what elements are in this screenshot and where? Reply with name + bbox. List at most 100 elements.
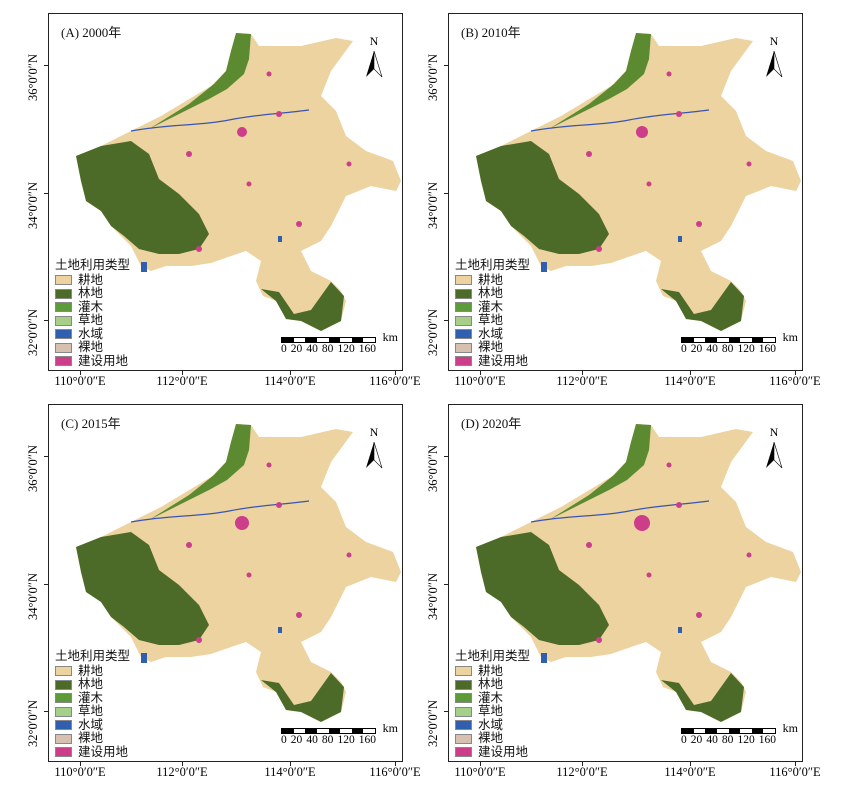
legend-label: 裸地: [78, 731, 104, 745]
legend-swatch: [455, 342, 472, 353]
scale-tick: 20: [690, 734, 703, 746]
lon-tick: [182, 762, 183, 766]
lon-label: 110°0′0″E: [54, 374, 106, 388]
reservoir: [541, 653, 547, 663]
legend-swatch: [55, 679, 72, 690]
lon-tick: [690, 371, 691, 375]
north-arrow-icon: [766, 50, 783, 78]
legend-item: 耕地: [55, 663, 130, 679]
legend-label: 裸地: [478, 340, 504, 354]
lon-label: 114°0′0″E: [664, 374, 716, 388]
legend-item: 裸地: [455, 731, 530, 746]
map-panel: (D) 2020年 N 土地利用类型 耕地 林地 灌木 草地 水域 裸地 建设用地 km 0…: [448, 404, 803, 762]
legend-swatch: [455, 356, 472, 367]
north-arrow: N: [764, 34, 784, 83]
lat-tick: [444, 584, 448, 585]
scale-tick: 40: [306, 734, 318, 746]
legend-swatch: [455, 302, 472, 313]
legend-swatch: [55, 706, 72, 717]
city: [676, 111, 682, 117]
lat-tick: [44, 456, 48, 457]
city-zhengzhou: [237, 127, 247, 137]
north-arrow-icon: [366, 50, 383, 78]
lat-tick: [44, 584, 48, 585]
forest-area-south: [261, 673, 344, 722]
lon-tick: [80, 762, 81, 766]
map-panel: (B) 2010年 N 土地利用类型 耕地 林地 灌木 草地 水域 裸地 建设用地 km 0…: [448, 13, 803, 371]
scale-tick: 120: [737, 343, 755, 355]
lon-tick: [395, 371, 396, 375]
province-cropland: [476, 33, 801, 331]
scale-tick: 120: [337, 734, 355, 746]
legend: 土地利用类型 耕地 林地 灌木 草地 水域 裸地 建设用地: [455, 649, 531, 759]
forest-area-west: [76, 141, 209, 254]
lat-label: 32°0′0″N: [26, 309, 40, 356]
legend-item: 灌木: [55, 691, 130, 706]
scale-tick: 40: [706, 343, 718, 355]
lon-label: 116°0′0″E: [369, 374, 421, 388]
scale-tick: 160: [758, 343, 776, 355]
north-label: N: [369, 425, 379, 439]
legend-item: 林地: [455, 677, 530, 692]
city: [186, 542, 192, 548]
panel-title: (B) 2010年: [461, 25, 521, 40]
lat-label: 34°0′0″N: [426, 182, 440, 229]
forest-area-west: [476, 532, 609, 645]
scale-tick: 80: [721, 734, 734, 746]
lon-label: 114°0′0″E: [264, 765, 316, 779]
legend-label: 水域: [78, 717, 104, 732]
city: [196, 246, 202, 252]
city: [246, 572, 252, 578]
legend-swatch: [455, 733, 472, 744]
north-arrow: N: [364, 34, 384, 83]
lon-label: 110°0′0″E: [54, 765, 106, 779]
scale-bar: km 0 20 40 80 120 160: [281, 721, 398, 746]
scale-unit: km: [382, 330, 398, 344]
reservoir: [278, 236, 282, 242]
city: [246, 181, 252, 187]
yellow-river: [530, 109, 710, 132]
scale-tick: 80: [321, 734, 334, 746]
legend-label: 耕地: [78, 663, 104, 678]
legend-label: 耕地: [478, 272, 504, 287]
legend-item: 林地: [55, 677, 130, 692]
scale-tick: 0: [281, 734, 287, 746]
lon-label: 114°0′0″E: [264, 374, 316, 388]
legend-item: 草地: [455, 313, 530, 328]
lat-label: 36°0′0″N: [426, 54, 440, 101]
legend-label: 耕地: [78, 272, 104, 287]
legend-title: 土地利用类型: [455, 649, 531, 663]
forest-area-north: [549, 424, 651, 520]
scale-tick: 40: [306, 343, 318, 355]
legend-item: 建设用地: [55, 354, 130, 369]
legend-swatch: [55, 288, 72, 299]
city: [276, 502, 282, 508]
lon-tick: [182, 371, 183, 375]
legend-swatch: [455, 706, 472, 717]
province-cropland: [76, 33, 401, 331]
legend-swatch: [55, 693, 72, 704]
city: [646, 181, 652, 187]
legend-label: 建设用地: [478, 353, 529, 368]
scale-tick: 0: [681, 734, 687, 746]
city: [296, 612, 302, 618]
city: [266, 71, 272, 77]
land-use-map: [76, 33, 401, 331]
lon-tick: [480, 762, 481, 766]
lat-tick: [44, 65, 48, 66]
legend-swatch: [455, 693, 472, 704]
lat-label: 34°0′0″N: [26, 182, 40, 229]
legend-swatch: [55, 275, 72, 286]
legend-label: 灌木: [78, 299, 104, 314]
legend-swatch: [55, 666, 72, 677]
forest-area-south: [661, 673, 744, 722]
province-cropland: [76, 424, 401, 722]
lon-tick: [690, 762, 691, 766]
forest-area-north: [549, 33, 651, 129]
lon-label: 112°0′0″E: [156, 765, 208, 779]
map-panel: (C) 2015年 N 土地利用类型 耕地 林地 灌木 草地 水域 裸地 建设用地 km 0…: [48, 404, 403, 762]
legend-swatch: [455, 666, 472, 677]
legend-label: 草地: [478, 704, 504, 718]
lon-tick: [480, 371, 481, 375]
city: [666, 462, 672, 468]
